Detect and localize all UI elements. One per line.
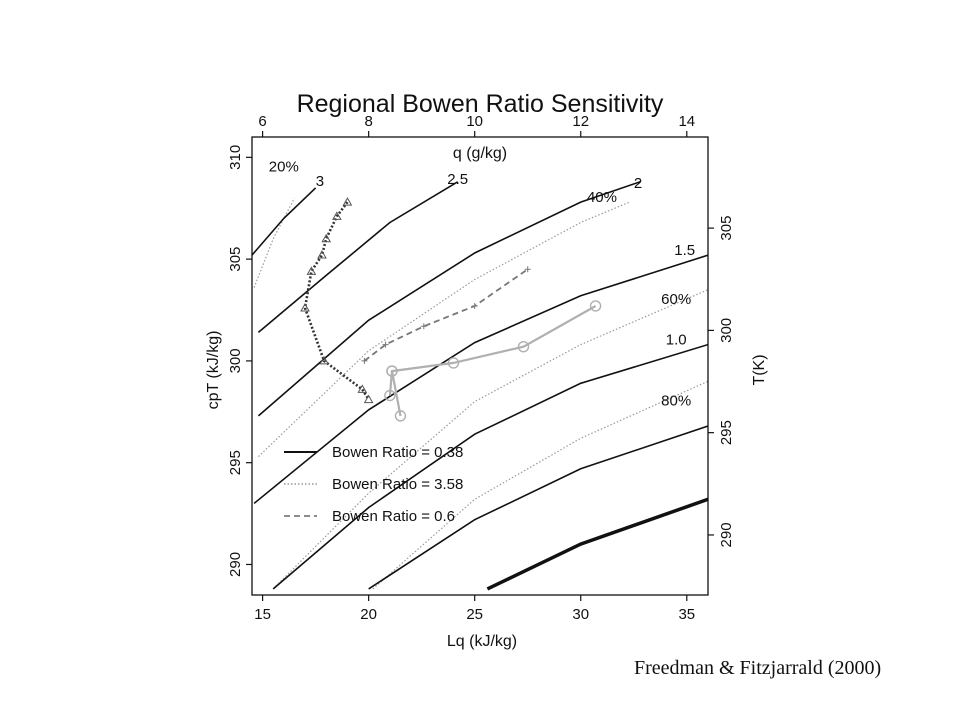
y-tick-label: 310 (227, 145, 244, 170)
curve-label: 40% (587, 189, 617, 206)
x-tick-label: 35 (678, 606, 695, 623)
curve-label: 3 (316, 173, 324, 190)
legend-label: Bowen Ratio = 3.58 (332, 476, 463, 493)
bowen-curve-5 (368, 425, 708, 590)
plot-frame (251, 136, 709, 596)
data-point (363, 394, 374, 404)
plot-area: 20% 3 2.5 2 40% 1.5 60% 1.0 80% 15 20 25 30 35 290 295 3… (227, 113, 735, 623)
rh-curve-20% (253, 197, 295, 288)
data-point (471, 302, 478, 309)
data-point (342, 197, 353, 206)
series-line-3 (363, 268, 529, 362)
y-tick-label: 305 (227, 247, 244, 272)
y-axis-label: cpT (kJ/kg) (205, 331, 222, 410)
right-axis-label: T(K) (751, 354, 768, 385)
data-point (357, 384, 368, 393)
bowen-curve-3 (252, 187, 317, 256)
data-point (319, 355, 329, 365)
x-tick-label: 15 (254, 606, 271, 623)
top-tick-label: 8 (364, 113, 372, 130)
curve-label: 1.0 (666, 332, 687, 349)
data-point (361, 357, 368, 364)
bowen-curve-2 (257, 181, 641, 417)
top-tick-label: 10 (466, 113, 483, 130)
citation: Freedman & Fitzjarrald (2000) (634, 657, 882, 679)
data-point (420, 323, 427, 330)
data-point (524, 266, 531, 273)
y-tick-label: 295 (227, 450, 244, 475)
data-point (317, 250, 327, 259)
top-axis-label: q (g/kg) (453, 145, 507, 162)
data-point (589, 300, 602, 312)
curve-label: 60% (661, 291, 691, 308)
bowen-curve-1.5 (253, 254, 708, 505)
top-tick-label: 6 (258, 113, 266, 130)
right-tick-label: 305 (718, 216, 735, 241)
curves (252, 181, 708, 591)
series-line-2 (388, 305, 597, 417)
data-point (321, 233, 332, 243)
data-point (517, 340, 530, 353)
curve-label: 2 (634, 175, 642, 192)
y-tick-label: 300 (227, 348, 244, 373)
right-tick-label: 300 (718, 318, 735, 343)
data-point (384, 389, 396, 402)
curve-label: 20% (269, 159, 299, 176)
series-line-1 (303, 201, 370, 401)
bowen-curve-2.5 (257, 181, 459, 334)
data-point (386, 365, 398, 377)
x-tick-label: 20 (360, 606, 377, 623)
data-point (394, 410, 407, 422)
x-tick-label: 30 (572, 606, 589, 623)
data-point (300, 302, 310, 312)
curve-label: 1.5 (674, 242, 695, 259)
x-tick-label: 25 (466, 606, 483, 623)
data-point (382, 341, 389, 348)
curve-label: 2.5 (447, 171, 468, 188)
rh-curve-60% (272, 289, 708, 590)
rh-curve-80% (372, 380, 708, 590)
data-point (306, 266, 317, 275)
data-point (447, 357, 460, 369)
right-tick-label: 295 (718, 420, 735, 445)
right-tick-label: 290 (718, 522, 735, 547)
legend-label: Bowen Ratio = 0.38 (332, 444, 463, 461)
bowen-curve-6 (486, 497, 708, 591)
rh-curve-40% (257, 201, 630, 458)
data-point (331, 211, 342, 220)
y-tick-label: 290 (227, 552, 244, 577)
legend: Bowen Ratio = 0.38 Bowen Ratio = 3.58 Bowe… (284, 444, 463, 525)
top-tick-label: 14 (678, 113, 695, 130)
curve-label: 80% (661, 393, 691, 410)
legend-label: Bowen Ratio = 0.6 (332, 508, 455, 525)
chart-title: Regional Bowen Ratio Sensitivity (297, 90, 664, 118)
top-tick-label: 12 (572, 113, 589, 130)
bowen-curve-1.0 (272, 343, 708, 590)
x-axis-label: Lq (kJ/kg) (447, 633, 517, 650)
